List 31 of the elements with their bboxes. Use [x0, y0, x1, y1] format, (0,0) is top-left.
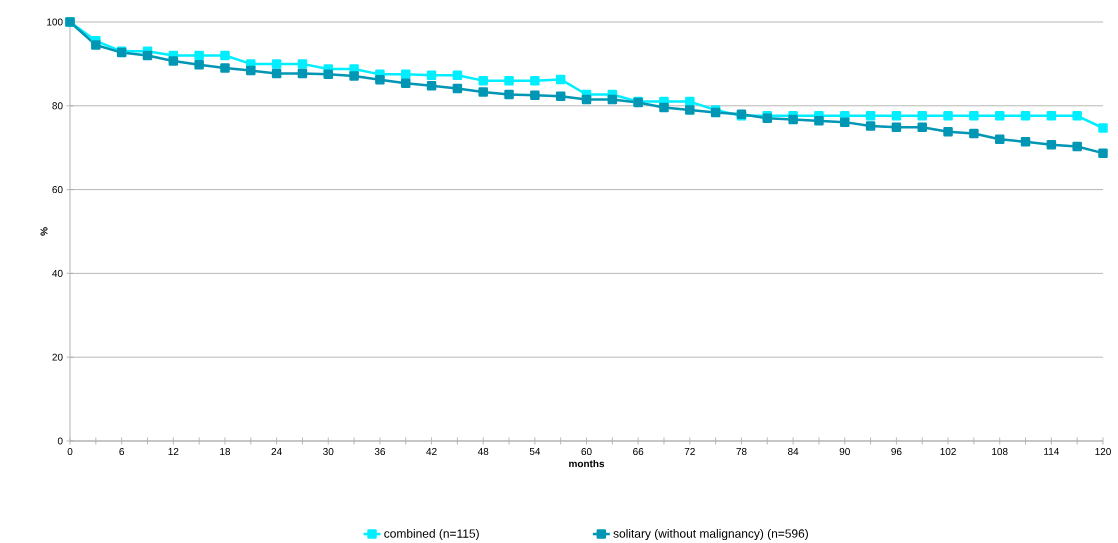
x-tick-label: 48 [477, 447, 489, 456]
x-tick-label: 66 [633, 447, 644, 456]
x-tick-label: 114 [1044, 447, 1060, 455]
y-tick-label: 40 [52, 269, 63, 277]
y-tick-label: 20 [52, 353, 63, 361]
x-tick-label: 78 [736, 447, 747, 456]
x-tick-label: 108 [992, 447, 1008, 456]
x-tick-label: 90 [839, 447, 850, 456]
y-axis-title: % [40, 227, 48, 236]
x-tick-label: 24 [271, 447, 282, 455]
legend-label: solitary (without malignancy) (n=596) [613, 528, 808, 541]
y-tick-label: 80 [52, 102, 63, 110]
x-tick-label: 30 [323, 447, 334, 456]
x-tick-label: 84 [788, 447, 799, 456]
x-tick-label: 36 [374, 447, 386, 456]
x-tick-label: 6 [119, 447, 124, 456]
x-tick-label: 60 [581, 447, 592, 456]
y-tick-label: 100 [47, 18, 63, 26]
x-tick-label: 12 [168, 447, 179, 455]
x-axis-title: months [569, 459, 605, 468]
x-tick-label: 42 [426, 447, 437, 455]
y-tick-label: 0 [57, 437, 63, 445]
legend-label: combined (n=115) [384, 528, 479, 541]
y-tick-label: 60 [52, 186, 63, 194]
x-tick-label: 54 [529, 447, 541, 455]
x-tick-label: 120 [1095, 447, 1111, 456]
x-tick-label: 96 [891, 447, 902, 456]
x-tick-label: 102 [940, 447, 956, 456]
x-tick-label: 0 [67, 447, 73, 456]
x-tick-label: 72 [684, 447, 695, 455]
x-tick-label: 18 [220, 447, 231, 456]
